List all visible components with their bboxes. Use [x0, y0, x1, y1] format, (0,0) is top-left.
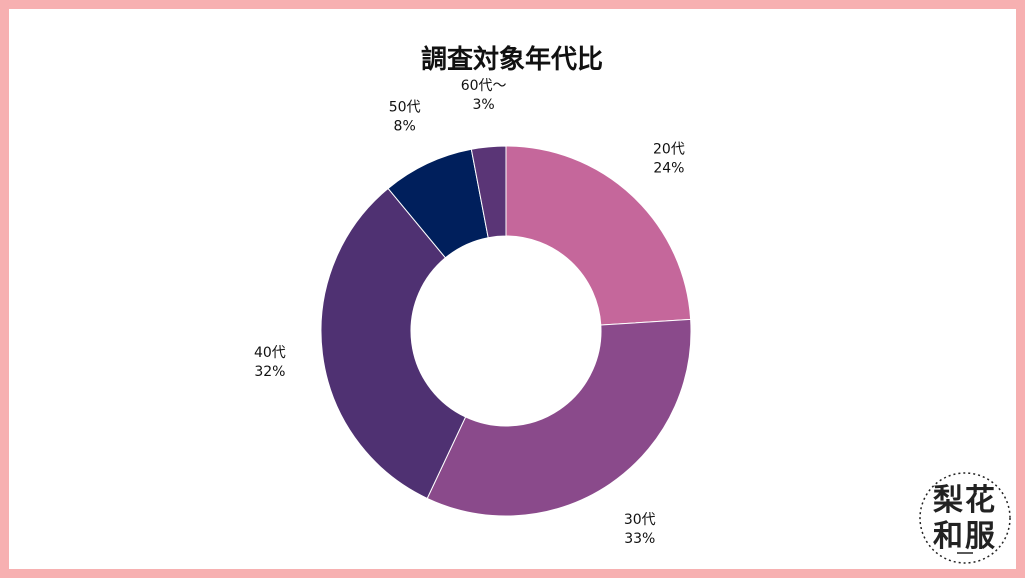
slice-label-1: 20代: [653, 142, 685, 158]
donut-slices: [320, 145, 692, 517]
chart-title: 調査対象年代比: [421, 44, 603, 75]
donut-labels: 20代 24% 30代 33% 40代 32% 50代 8% 60代〜 3%: [254, 78, 685, 547]
logo-ring: [919, 472, 1011, 564]
logo-line-1: 梨花: [933, 483, 997, 518]
slice-label-5: 60代〜: [461, 78, 507, 94]
slice-1: [505, 145, 692, 326]
slice-label-3: 40代: [254, 345, 286, 361]
slice-pct-1: 24%: [653, 161, 684, 177]
slice-2: [426, 318, 692, 517]
slice-pct-2: 33%: [624, 531, 655, 547]
logo-line-2: 和服: [933, 519, 997, 554]
slice-pct-3: 32%: [254, 364, 285, 380]
slice-pct-5: 3%: [472, 97, 494, 113]
slice-label-2: 30代: [624, 512, 656, 528]
slice-label-4: 50代: [389, 100, 421, 116]
rika-wafuku-logo: 梨花 和服: [919, 472, 1011, 564]
slice-3: [320, 187, 467, 500]
slice-5: [470, 145, 507, 239]
slice-pct-4: 8%: [394, 119, 416, 135]
